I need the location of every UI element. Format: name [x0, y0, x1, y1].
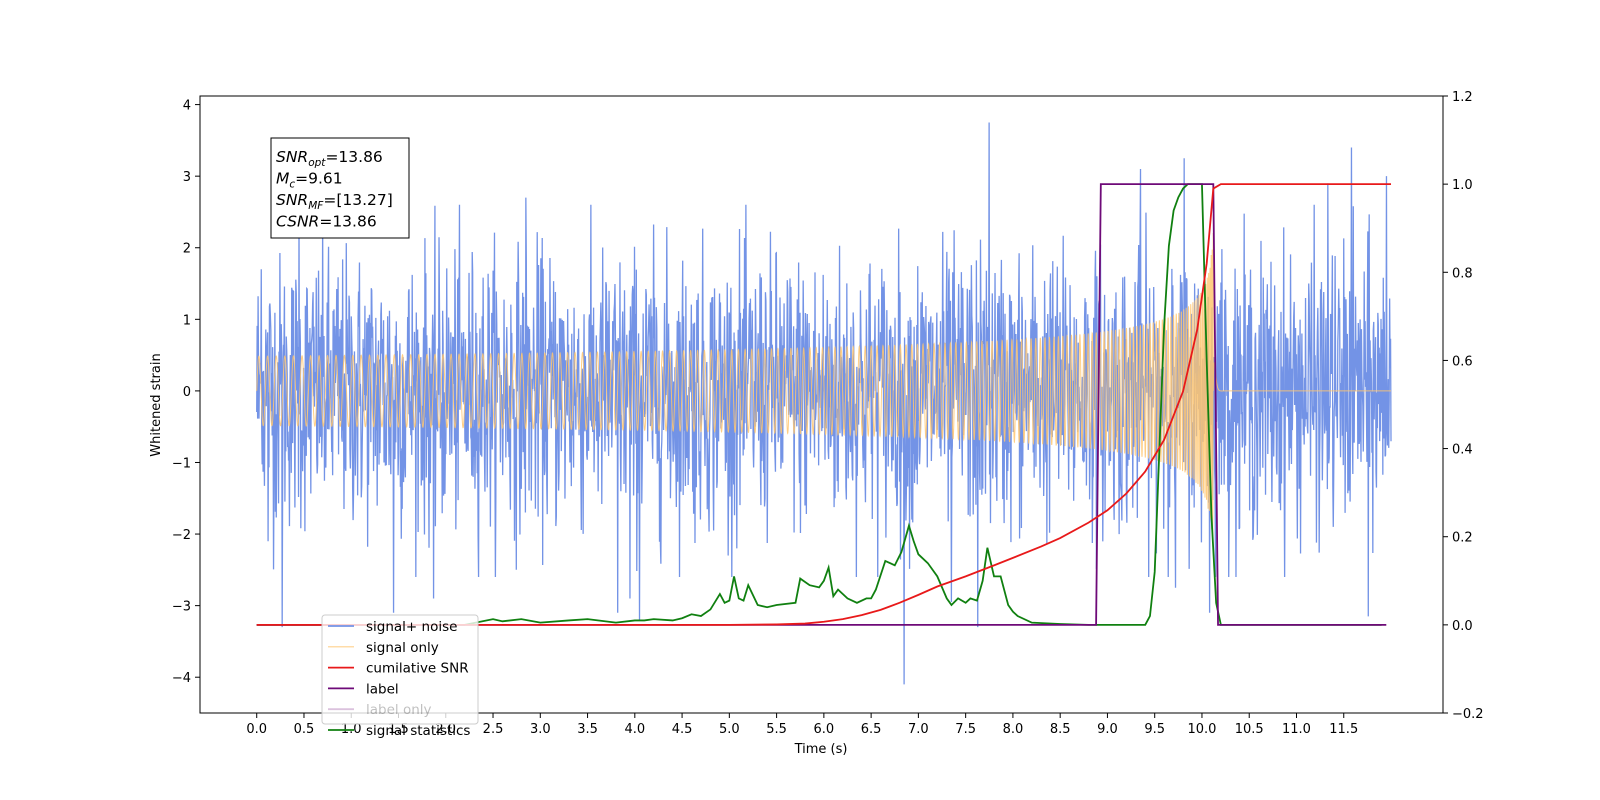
annotation-box: SNRopt=13.86Mc=9.61SNRMF=[13.27]CSNR=13.… [270, 137, 410, 239]
legend-label: label only [366, 702, 432, 718]
y2-tick-label: 0.6 [1452, 354, 1473, 369]
legend-label: cumilative SNR [366, 661, 469, 677]
y-tick-label: −1 [172, 456, 191, 471]
annotation-line: Mc=9.61 [276, 170, 343, 191]
series-label [256, 183, 1387, 626]
y2-tick-label: 0.4 [1452, 443, 1473, 458]
series-signal-statistics [256, 183, 1382, 626]
x-axis-label: Time (s) [794, 742, 848, 757]
x-tick-label: 3.0 [530, 722, 551, 737]
y-axis-left: 4 3 2 1 0 −1 −2 −3 −4 [172, 99, 200, 686]
legend-frame [321, 614, 479, 725]
y2-tick-label: 0.2 [1452, 531, 1473, 546]
y-tick-label: 0 [183, 385, 191, 400]
y-tick-label: 4 [183, 99, 191, 114]
y-tick-label: 3 [183, 170, 191, 185]
x-tick-label: 8.0 [1003, 722, 1024, 737]
plot-frame [199, 95, 1444, 714]
series-layer [256, 122, 1392, 685]
y-axis-right: 1.2 1.0 0.8 0.6 0.4 0.2 0.0 −0.2 [1443, 90, 1484, 722]
annotation-frame [270, 137, 410, 239]
x-tick-label: 7.0 [908, 722, 929, 737]
x-tick-label: 4.0 [624, 722, 645, 737]
y2-tick-label: 0.0 [1452, 619, 1473, 634]
x-tick-label: 11.0 [1282, 722, 1311, 737]
annotation-line: CSNR=13.86 [276, 213, 377, 231]
x-tick-label: 9.0 [1097, 722, 1118, 737]
x-tick-label: 11.5 [1329, 722, 1358, 737]
x-axis: 0.0 0.5 1.0 1.5 2.0 2.5 3.0 3.5 4.0 4.5 5.0 5.5 6.0 6… [246, 713, 1358, 737]
x-tick-label: 5.0 [719, 722, 740, 737]
y-axis-label: Whitened strain [149, 353, 164, 456]
y-tick-label: −4 [172, 671, 191, 686]
annotation-line: SNRMF=[13.27] [276, 191, 393, 212]
x-tick-label: 0.0 [246, 722, 267, 737]
x-tick-label: 2.0 [435, 722, 456, 737]
legend: signal+ noise signal only cumilative SNR la… [321, 614, 479, 739]
x-tick-label: 10.0 [1187, 722, 1216, 737]
x-tick-label: 8.5 [1050, 722, 1071, 737]
y-tick-label: −2 [172, 528, 191, 543]
y-tick-label: 1 [183, 313, 191, 328]
series-signal-noise [256, 122, 1392, 685]
legend-label: signal only [366, 640, 439, 656]
y2-tick-label: 1.2 [1452, 90, 1473, 105]
legend-label: signal statistics [366, 723, 470, 739]
x-tick-label: 0.5 [294, 722, 315, 737]
x-tick-label: 9.5 [1144, 722, 1165, 737]
legend-label: label [366, 681, 399, 697]
y2-tick-label: 0.8 [1452, 266, 1473, 281]
y-tick-label: 2 [183, 242, 191, 257]
x-tick-label: 5.5 [766, 722, 787, 737]
y2-tick-label: −0.2 [1452, 707, 1484, 722]
x-tick-label: 10.5 [1235, 722, 1264, 737]
series-cumulative-snr [256, 183, 1392, 626]
x-tick-label: 3.5 [577, 722, 598, 737]
annotation-line: SNRopt=13.86 [276, 148, 383, 169]
x-tick-label: 1.5 [388, 722, 409, 737]
x-tick-label: 6.5 [861, 722, 882, 737]
x-tick-label: 7.5 [955, 722, 976, 737]
legend-label: signal+ noise [366, 619, 457, 635]
y2-tick-label: 1.0 [1452, 178, 1473, 193]
x-tick-label: 4.5 [672, 722, 693, 737]
x-tick-label: 6.0 [814, 722, 835, 737]
y-tick-label: −3 [172, 600, 191, 615]
x-tick-label: 2.5 [483, 722, 504, 737]
series-signal-only [256, 232, 1392, 543]
